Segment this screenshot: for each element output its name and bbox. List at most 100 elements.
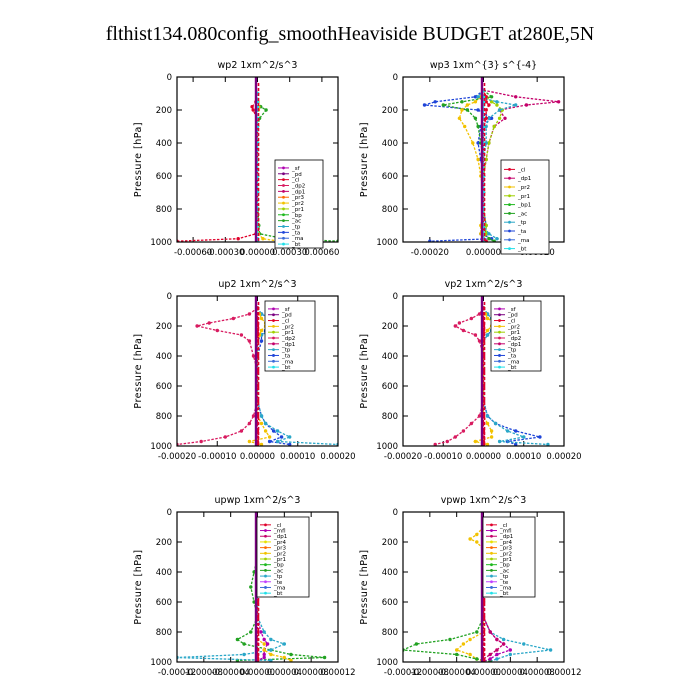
- legend-marker: [498, 319, 501, 322]
- legend-marker: [282, 184, 285, 187]
- y-tick-label: 0: [167, 508, 172, 518]
- legend-label: _bt: [499, 591, 509, 597]
- legend-label: _pr3: [499, 546, 513, 552]
- legend-label: _ma: [499, 585, 511, 591]
- legend-marker: [498, 354, 501, 357]
- legend-label: _ac: [291, 219, 301, 225]
- legend-label: _dp1: [507, 342, 521, 348]
- series-line: [458, 89, 485, 242]
- series-point: [477, 339, 482, 343]
- x-tick-label: 0.00012: [546, 668, 581, 678]
- legend-marker: [272, 307, 275, 311]
- y-tick-label: 800: [156, 412, 172, 422]
- series-point: [505, 429, 510, 433]
- legend-marker: [498, 324, 501, 328]
- plot-frame: [402, 511, 565, 663]
- series-point: [484, 100, 488, 104]
- series-line: [256, 526, 269, 662]
- legend-label: _cl: [273, 523, 282, 529]
- legend-label: _pd: [291, 172, 302, 178]
- plot-frame: [176, 76, 339, 243]
- series-point: [288, 435, 292, 439]
- series-point: [476, 108, 480, 112]
- legend: _sf_pd_cl_pr2_pr1_dp2_dp1_tp_ta_ma_bt: [264, 300, 316, 372]
- legend-label: _mfl: [273, 529, 286, 535]
- legend-marker: [264, 557, 267, 561]
- legend-label: _dp1: [281, 342, 295, 348]
- x-tick-label: 0.00020: [546, 452, 581, 462]
- legend-marker: [490, 540, 493, 544]
- legend-label: _bt: [273, 591, 283, 597]
- legend-marker: [272, 330, 275, 334]
- legend-marker: [498, 365, 501, 369]
- x-tick-label: -0.00020: [384, 452, 422, 462]
- series-point: [262, 655, 266, 660]
- series-point: [476, 95, 480, 99]
- series-point: [473, 95, 478, 99]
- legend-label: _pd: [507, 313, 518, 319]
- legend-marker: [272, 342, 275, 346]
- series-point: [485, 442, 490, 446]
- legend-marker: [264, 580, 267, 584]
- series-point: [469, 421, 474, 426]
- series-point: [484, 124, 488, 129]
- legend-marker: [508, 229, 511, 233]
- series-point: [259, 630, 263, 634]
- series-point: [484, 116, 488, 121]
- series-point: [460, 100, 464, 104]
- legend: _cl _dp1 _pr2 _pr1 _bp1 _ac _tp _ta _ma _bt: [500, 159, 550, 255]
- y-tick-label: 0: [393, 73, 398, 83]
- series-point: [548, 648, 553, 652]
- y-tick-label: 200: [156, 538, 172, 548]
- legend-label: _mfl: [499, 529, 512, 535]
- legend-label: _ac: [517, 211, 527, 217]
- legend-label: _bt: [281, 365, 291, 371]
- legend-marker: [264, 586, 267, 589]
- x-tick-label: 0.00020: [320, 452, 355, 462]
- x-tick-label: 0.00010: [280, 452, 315, 462]
- series-line: [482, 89, 504, 242]
- x-tick-label: 0.00008: [520, 668, 555, 678]
- series-point: [262, 637, 266, 642]
- series-point: [247, 421, 252, 426]
- legend-label: _pr1: [281, 330, 294, 336]
- y-tick-label: 400: [156, 568, 172, 578]
- series-point: [495, 637, 499, 642]
- y-axis-label: Pressure [hPa]: [133, 549, 144, 624]
- series-point: [493, 421, 498, 426]
- legend-marker: [508, 185, 511, 189]
- series-point: [497, 108, 502, 112]
- legend-label: _ta: [517, 229, 526, 235]
- series-point: [271, 429, 276, 433]
- y-tick-label: 1000: [376, 238, 398, 248]
- x-tick-label: -0.00004: [438, 668, 476, 678]
- series-point: [487, 116, 491, 121]
- y-tick-label: 200: [156, 106, 172, 116]
- x-tick-label: -0.00020: [411, 248, 449, 258]
- x-tick-label: -0.00012: [384, 668, 422, 678]
- series-point: [484, 157, 488, 162]
- series-point: [322, 655, 327, 660]
- series-point: [484, 108, 488, 112]
- legend-label: _ma: [281, 359, 293, 365]
- series-point: [199, 439, 203, 444]
- series-point: [508, 652, 512, 657]
- series-point: [522, 642, 526, 646]
- series-point: [485, 328, 490, 333]
- x-tick-label: 0.00000: [466, 248, 501, 258]
- series-point: [522, 435, 526, 439]
- legend-marker: [490, 529, 493, 532]
- legend-marker: [264, 534, 267, 538]
- series-point: [269, 637, 273, 642]
- y-tick-label: 200: [382, 538, 398, 548]
- series-point: [261, 237, 265, 241]
- legend-marker: [508, 176, 511, 180]
- series-point: [453, 324, 457, 328]
- legend-marker: [490, 586, 493, 589]
- legend-label: _tp: [281, 348, 291, 354]
- series-point: [259, 328, 264, 333]
- series-point: [441, 103, 445, 107]
- legend: _cl_mfl_dp1_pr4_pr3_pr2_pr1_bp_ac_tp_te_…: [482, 516, 536, 598]
- y-tick-label: 1000: [150, 658, 172, 668]
- legend-marker: [272, 348, 275, 352]
